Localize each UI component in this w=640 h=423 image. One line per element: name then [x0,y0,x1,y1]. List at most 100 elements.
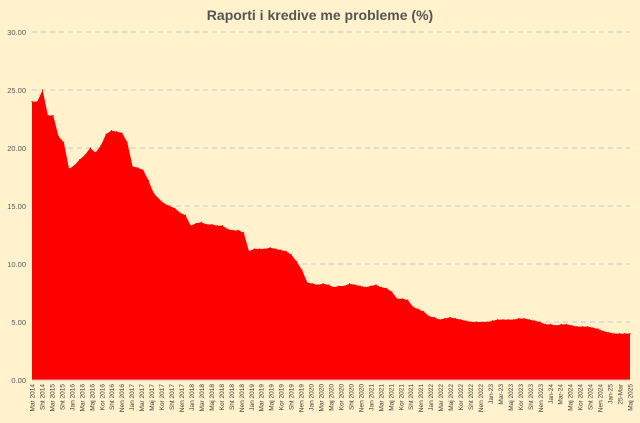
y-tick-label: 30.00 [7,28,26,37]
data-point [280,249,282,251]
data-point [576,326,578,328]
data-point [163,203,165,205]
data-point [52,114,54,117]
data-point [518,317,520,320]
data-point [613,333,615,335]
x-tick-label: Jan 2017 [129,384,136,411]
x-tick-label: Mar 2015 [49,384,56,412]
data-point [179,212,181,214]
data-point [248,250,250,252]
x-tick-label: Nen 2021 [418,384,425,413]
data-point [184,214,187,216]
x-tick-label: Jan 2021 [368,384,375,411]
data-point [581,326,583,328]
x-tick-label: Nen 2017 [179,384,186,413]
data-point [63,141,65,143]
data-point [354,284,356,286]
x-tick-label: Sht 2023 [528,384,535,410]
x-tick-label: Maj 2022 [448,384,455,411]
data-point [195,222,197,224]
x-tick-label: Mar-24 [558,384,565,405]
x-tick-label: Maj 2023 [508,384,515,411]
data-point [258,248,261,250]
x-tick-label: Kor 2018 [219,384,226,411]
x-tick-label: Sht 2020 [348,384,355,410]
data-point [375,284,377,286]
x-tick-label: Sht 2024 [588,384,595,410]
x-tick-label: Jan 2022 [428,384,435,411]
x-tick-label: Kor 2021 [398,384,405,411]
x-tick-label: Sht 2021 [408,384,415,410]
data-point [131,165,134,168]
data-point [216,225,218,227]
data-point [370,285,372,287]
y-tick-labels: 0.00 5.00 10.00 15.00 20.00 25.00 30.00 [7,28,26,385]
x-tick-labels: Mar 2014 Sht 2014 Mar 2015 Sht 2015 Jan 2016… [30,383,635,412]
data-point [253,248,255,250]
data-point [232,229,234,231]
x-tick-label: Maj 2017 [149,384,156,411]
data-point [100,145,102,147]
area-series [31,89,631,380]
x-tick-label: Maj 2021 [388,384,395,411]
data-point [433,316,435,318]
data-point [624,333,626,335]
data-point [36,101,38,103]
data-point [497,319,499,321]
x-tick-label: Nen 2024 [598,384,605,413]
x-tick-label: Sht 2016 [109,384,116,410]
data-point [274,248,277,250]
data-point [534,320,536,322]
x-tick-label: Mar 2018 [199,384,206,412]
x-tick-label: Kor 2019 [279,384,286,411]
data-point [47,114,49,117]
x-tick-label: Nen 2019 [299,384,306,413]
x-tick-label: Maj 2020 [329,384,336,411]
data-point [539,321,541,323]
data-point [322,283,324,285]
data-point [94,152,97,154]
data-point [41,89,44,91]
data-point [237,229,239,231]
data-point [618,333,621,335]
data-point [565,323,568,325]
x-tick-label: Kor 2017 [159,384,166,411]
data-point [423,310,425,313]
x-tick-label: Maj 2019 [269,384,276,411]
data-point [401,298,404,300]
data-point [428,315,430,317]
x-tick-label: Maj 2016 [89,384,96,411]
data-point [502,319,504,321]
data-point [105,133,107,135]
data-point [449,316,451,318]
data-point [200,221,202,223]
x-tick-label: Sht 2022 [468,384,475,410]
data-point [460,319,462,321]
data-point [221,225,224,227]
data-point [597,328,599,330]
data-point [481,321,483,323]
data-point [512,319,515,321]
data-point [444,317,446,320]
data-point [311,283,314,285]
data-point [89,147,91,149]
data-point [391,291,393,293]
data-point [84,154,86,156]
x-tick-label: 25-Mar [618,383,625,404]
x-tick-label: Sht 2015 [59,384,66,410]
data-point [396,298,398,300]
data-point [327,284,329,286]
x-tick-label: Sht 2018 [229,384,236,410]
data-point [385,287,388,289]
x-tick-label: Mar 2021 [378,384,385,412]
data-point [470,321,472,323]
data-point [137,167,139,169]
data-point [359,285,361,287]
x-tick-label: Kor 2020 [338,384,345,411]
data-point [79,159,81,161]
y-tick-label: 20.00 [7,144,26,153]
x-tick-label: Nen 2023 [538,384,545,413]
x-tick-label: Sht 2019 [289,384,296,410]
data-point [348,283,351,285]
